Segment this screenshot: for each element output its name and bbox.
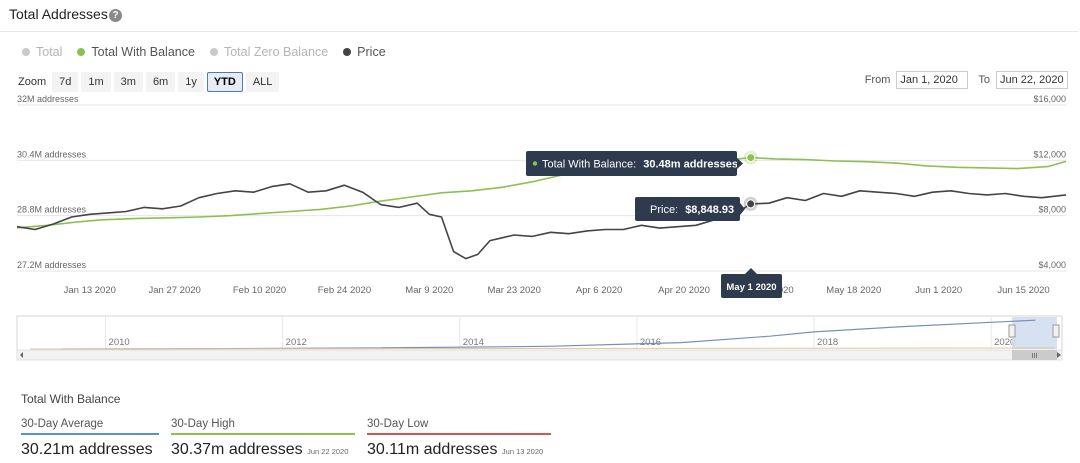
stat-label: 30-Day Low bbox=[367, 418, 429, 430]
legend-dot-icon bbox=[343, 48, 352, 56]
navigator-year-label: 2010 bbox=[109, 337, 130, 348]
left-axis-tick: 32M addresses bbox=[17, 95, 79, 104]
x-axis-tick: Jun 1 2020 bbox=[915, 285, 962, 296]
to-label: To bbox=[978, 74, 990, 86]
zoom-button-all[interactable]: ALL bbox=[245, 72, 280, 92]
stat-value: 30.11m addresses bbox=[367, 441, 498, 458]
scroll-left-arrow-icon[interactable] bbox=[20, 352, 23, 358]
left-axis-tick: 28.8M addresses bbox=[17, 205, 87, 215]
stat-label: 30-Day High bbox=[171, 418, 235, 430]
main-chart[interactable]: 27.2M addresses $4,000 28.8M addresses $8,0… bbox=[0, 95, 1080, 395]
legend-item-total-with-balance[interactable]: Total With Balance bbox=[77, 45, 195, 59]
right-axis-tick: $8,000 bbox=[1038, 205, 1066, 215]
price-tooltip: Price: $8,848.93 bbox=[635, 197, 745, 221]
series-line-price[interactable] bbox=[16, 183, 1067, 260]
x-axis-tick: Mar 23 2020 bbox=[488, 285, 541, 296]
scroll-thumb[interactable] bbox=[1012, 350, 1057, 360]
legend-label: Total With Balance bbox=[91, 45, 195, 59]
legend-item-total[interactable]: Total bbox=[22, 45, 62, 59]
hover-point bbox=[746, 153, 756, 163]
stat-30-day-low: 30-Day Low 30.11m addresses Jun 13 2020 bbox=[367, 418, 551, 459]
x-axis-tick: Mar 9 2020 bbox=[405, 285, 453, 296]
navigator-year-label: 2018 bbox=[817, 337, 838, 348]
stat-value: 30.21m addresses bbox=[21, 441, 153, 458]
stat-underline bbox=[171, 433, 355, 435]
to-date-input[interactable]: Jun 22, 2020 bbox=[996, 71, 1068, 89]
from-label: From bbox=[864, 74, 891, 86]
navigator-year-label: 2016 bbox=[640, 337, 661, 348]
zoom-button-3m[interactable]: 3m bbox=[113, 72, 143, 92]
stat-value: 30.37m addresses bbox=[171, 441, 303, 458]
legend-item-price[interactable]: Price bbox=[343, 45, 386, 59]
legend-dot-icon bbox=[22, 48, 30, 56]
help-icon[interactable]: ? bbox=[109, 9, 122, 22]
zoom-label: Zoom bbox=[18, 76, 47, 88]
date-tooltip: May 1 2020 bbox=[721, 268, 782, 298]
navigator-year-label: 2020 bbox=[994, 337, 1015, 348]
navigator-right-handle[interactable] bbox=[1052, 324, 1060, 338]
navigator-frame bbox=[16, 315, 1063, 351]
stat-date: Jun 22 2020 bbox=[307, 447, 349, 456]
x-axis-tick: Jan 27 2020 bbox=[149, 285, 201, 296]
hover-point bbox=[746, 199, 756, 209]
left-axis-tick: 30.4M addresses bbox=[17, 149, 87, 159]
scroll-grip-icon: III bbox=[1032, 353, 1038, 360]
x-axis-tick: Jan 13 2020 bbox=[64, 285, 116, 296]
x-axis-tick: Jun 15 2020 bbox=[997, 285, 1049, 296]
x-axis-tick: Apr 20 2020 bbox=[658, 285, 710, 296]
zoom-button-1y[interactable]: 1y bbox=[178, 72, 204, 92]
navigator-baseline bbox=[29, 347, 1056, 350]
legend-label: Total bbox=[36, 45, 63, 59]
legend-label: Price bbox=[357, 45, 386, 59]
stats-title: Total With Balance bbox=[21, 392, 121, 406]
stat-label: 30-Day Average bbox=[21, 418, 104, 430]
scroll-right-arrow-icon[interactable] bbox=[1057, 352, 1061, 358]
navigator-year-label: 2014 bbox=[463, 337, 484, 348]
zoom-button-ytd[interactable]: YTD bbox=[206, 72, 243, 92]
date-range: From Jan 1, 2020 To Jun 22, 2020 bbox=[865, 71, 1068, 89]
legend-label: Total Zero Balance bbox=[223, 45, 329, 59]
price-tooltip-value: $8,848.93 bbox=[685, 204, 734, 216]
stat-underline bbox=[21, 433, 159, 435]
svg-text:Price: $8,848.93: Price: $8,848.93 bbox=[650, 204, 734, 216]
zoom-button-7d[interactable]: 7d bbox=[52, 72, 79, 92]
balance-tooltip: Total With Balance: 30.48m addresses bbox=[526, 151, 743, 176]
legend-dot-icon bbox=[77, 48, 86, 56]
navigator-left-handle[interactable] bbox=[1008, 324, 1016, 338]
stat-30-day-high: 30-Day High 30.37m addresses Jun 22 2020 bbox=[171, 418, 355, 459]
legend-item-total-zero-balance[interactable]: Total Zero Balance bbox=[209, 45, 329, 59]
balance-tooltip-label: Total With Balance: bbox=[542, 159, 636, 171]
left-axis-tick: 27.2M addresses bbox=[17, 260, 87, 270]
navigator-selection[interactable] bbox=[1012, 317, 1057, 349]
x-axis-tick: Apr 6 2020 bbox=[576, 285, 622, 296]
legend-dot-icon bbox=[209, 48, 218, 56]
x-axis-tick: May 18 2020 bbox=[826, 285, 881, 296]
price-tooltip-label: Price: bbox=[650, 204, 678, 216]
chart-legend: Total Total With Balance Total Zero Balanc… bbox=[22, 45, 386, 59]
x-axis-tick: Feb 24 2020 bbox=[318, 285, 371, 296]
from-date-input[interactable]: Jan 1, 2020 bbox=[896, 71, 969, 89]
header-divider bbox=[0, 31, 1078, 32]
navigator-year-label: 2012 bbox=[286, 337, 307, 348]
right-axis-tick: $12,000 bbox=[1033, 149, 1066, 159]
page-title: Total Addresses bbox=[9, 6, 108, 22]
range-navigator[interactable]: 2010 2012 2014 2016 2018 2020 III bbox=[0, 313, 1080, 363]
series-line-total-with-balance[interactable] bbox=[16, 156, 1067, 229]
zoom-controls: Zoom 7d 1m 3m 6m 1y YTD ALL bbox=[18, 72, 280, 92]
x-axis-tick: Feb 10 2020 bbox=[233, 285, 286, 296]
stat-30-day-average: 30-Day Average 30.21m addresses bbox=[21, 418, 159, 459]
right-axis-tick: $4,000 bbox=[1038, 260, 1066, 270]
right-axis-tick: $16,000 bbox=[1033, 95, 1066, 104]
svg-text:Total With Balance: 30: Total With Balance: 30.48m addresses bbox=[542, 159, 738, 171]
date-tooltip-text: May 1 2020 bbox=[726, 282, 776, 293]
zoom-button-1m[interactable]: 1m bbox=[81, 72, 111, 92]
stat-underline bbox=[367, 433, 551, 435]
navigator-scrollbar[interactable] bbox=[16, 349, 1063, 361]
stat-date: Jun 13 2020 bbox=[501, 447, 544, 456]
zoom-button-6m[interactable]: 6m bbox=[145, 72, 176, 92]
balance-tooltip-value: 30.48m addresses bbox=[643, 159, 738, 171]
